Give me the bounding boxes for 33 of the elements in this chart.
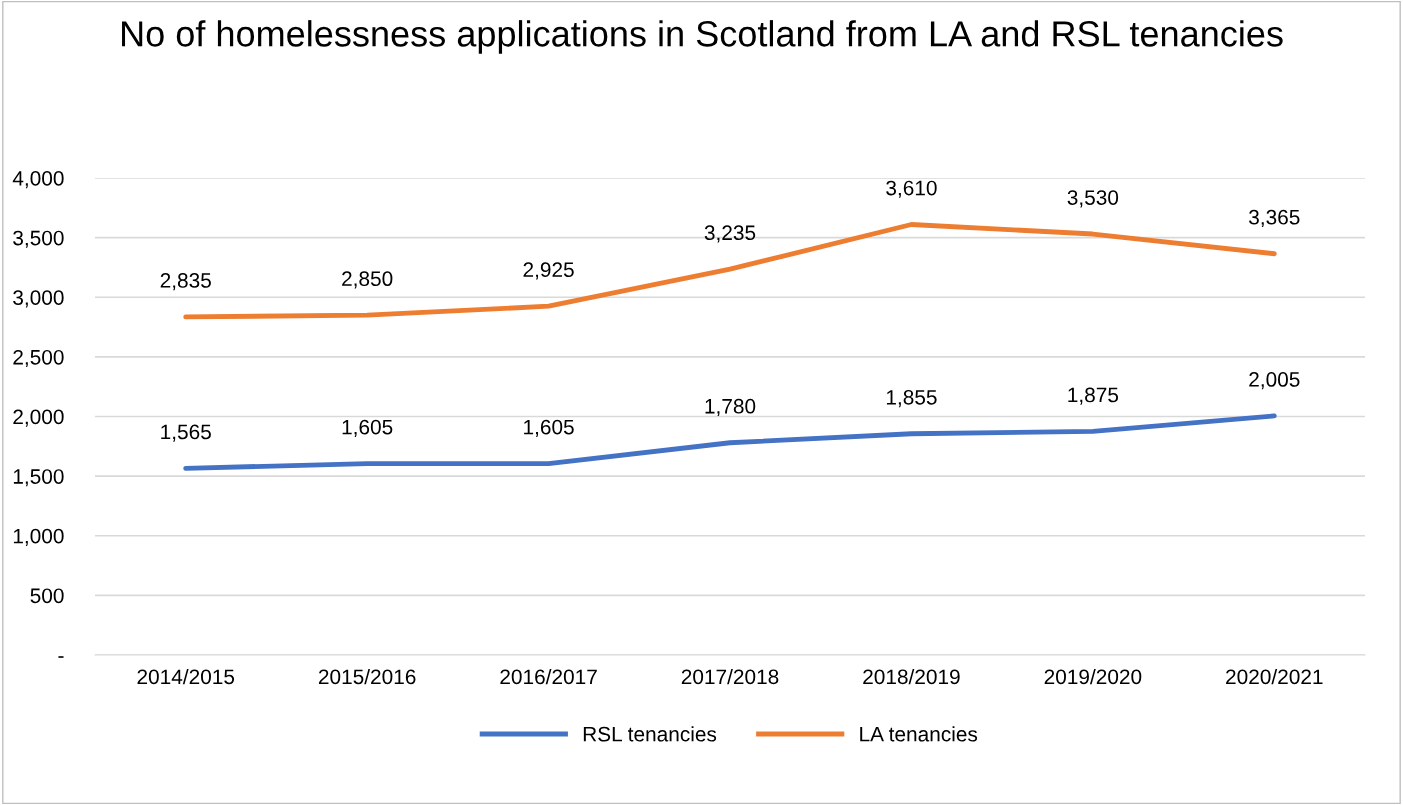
y-tick-label: 2,500: [13, 349, 64, 368]
y-tick-label: 2,000: [13, 409, 64, 427]
data-label: 1,855: [886, 389, 937, 408]
legend-label: RSL tenancies: [583, 726, 717, 742]
data-label: 3,530: [1067, 190, 1119, 208]
data-label: 2,005: [1249, 372, 1300, 390]
y-tick-label: -: [58, 656, 64, 658]
y-tick-label: 3,500: [13, 230, 64, 248]
x-tick-label: 2014/2015: [137, 668, 235, 685]
data-label: 2,850: [342, 271, 393, 289]
data-label: 3,365: [1249, 209, 1300, 228]
data-label: 1,875: [1068, 387, 1119, 405]
y-tick-label: 1,500: [13, 469, 64, 487]
legend-label: LA tenancies: [860, 726, 978, 742]
y-tick-label: 3,000: [13, 290, 64, 308]
x-tick-label: 2015/2016: [318, 668, 416, 685]
data-label: 1,780: [705, 398, 756, 417]
x-tick-label: 2017/2018: [681, 668, 779, 685]
data-label: 1,605: [342, 419, 393, 437]
data-label: 1,605: [524, 419, 574, 437]
y-tick-label: 500: [30, 588, 64, 604]
chart-title: No of homelessness applications in Scotland from LA and RSL tenancies: [122, 20, 1283, 54]
data-label: 2,835: [160, 273, 211, 291]
x-tick-label: 2019/2020: [1044, 668, 1142, 685]
x-tick-label: 2016/2017: [500, 668, 597, 685]
y-tick-label: 4,000: [12, 171, 64, 189]
data-label: 2,925: [523, 262, 574, 280]
data-label: 3,235: [704, 225, 756, 243]
data-label: 3,610: [886, 180, 937, 198]
y-tick-label: 1,000: [13, 528, 64, 546]
x-tick-label: 2020/2021: [1226, 668, 1323, 685]
data-label: 1,565: [161, 424, 211, 442]
x-tick-label: 2018/2019: [863, 668, 960, 685]
